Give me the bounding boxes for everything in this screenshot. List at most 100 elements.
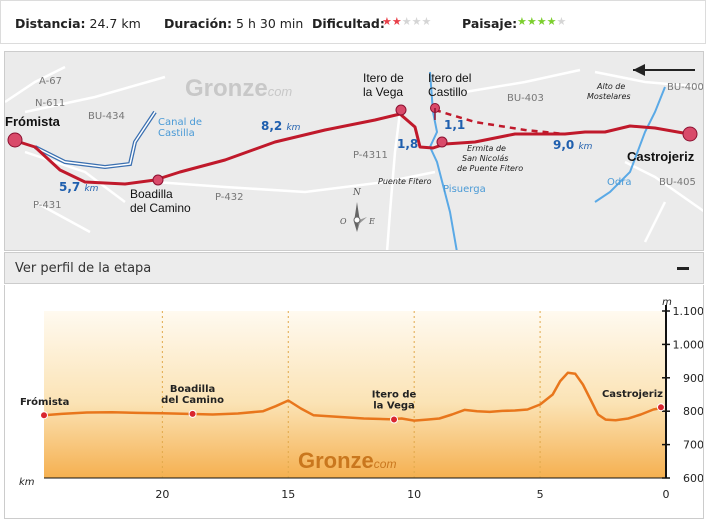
rating-star-icon: ★ bbox=[536, 15, 547, 28]
town-point bbox=[656, 403, 665, 412]
road-label-bu400: BU-400 bbox=[667, 82, 704, 93]
rating-star-icon: ★ bbox=[526, 15, 537, 28]
x-tick-label: 10 bbox=[407, 488, 421, 501]
detour-line bbox=[434, 108, 566, 136]
elevation-chart: 20 15 10 5 0 1.100 1.000 900 800 700 600 m km Frómis… bbox=[19, 297, 705, 501]
town-label-itero-castillo-2: Castillo bbox=[428, 85, 468, 99]
difficulty-stat: Dificultad: bbox=[312, 16, 385, 31]
distance-stat: Distancia: 24.7 km bbox=[15, 16, 141, 31]
distance-label-3: 1,8 bbox=[397, 137, 418, 151]
difficulty-label: Dificultad: bbox=[312, 16, 385, 31]
ermita-label-3: de Puente Fitero bbox=[457, 164, 523, 173]
town-markers bbox=[7, 103, 698, 186]
odra-river bbox=[594, 86, 666, 203]
rating-star-icon: ★ bbox=[546, 15, 557, 28]
road-bu403 bbox=[464, 68, 581, 94]
itero-vega-marker[interactable] bbox=[395, 104, 407, 116]
rating-star-icon: ★ bbox=[401, 15, 412, 28]
y-tick-label: 600 bbox=[683, 472, 704, 485]
y-axis-label: m bbox=[662, 297, 672, 308]
x-tick-label: 0 bbox=[663, 488, 670, 501]
x-tick-label: 15 bbox=[281, 488, 295, 501]
svg-text:E: E bbox=[368, 217, 375, 226]
town-point bbox=[390, 415, 399, 424]
road-network bbox=[5, 65, 703, 250]
stage-stats-bar: Distancia: 24.7 km Duración: 5 h 30 min … bbox=[0, 0, 706, 44]
elevation-line bbox=[43, 371, 667, 422]
road-bu400 bbox=[594, 70, 703, 89]
chart-axes: 20 15 10 5 0 1.100 1.000 900 800 700 600 m km bbox=[19, 297, 705, 501]
road-n611 bbox=[24, 75, 166, 114]
road-label-bu434: BU-434 bbox=[88, 111, 125, 122]
town-label-boadilla-1: Boadilla bbox=[130, 187, 173, 201]
svg-text:N: N bbox=[352, 188, 362, 198]
collapse-icon[interactable] bbox=[677, 267, 689, 270]
y-tick-label: 1.000 bbox=[673, 338, 705, 351]
road-p4311 bbox=[385, 111, 402, 250]
landscape-rating-stars: ★★★★★ bbox=[517, 15, 566, 28]
duration-value: 5 h 30 min bbox=[236, 16, 304, 31]
town-label-itero-vega-2: la Vega bbox=[363, 85, 403, 99]
town-label: Castrojeriz bbox=[602, 389, 663, 400]
ermita-marker[interactable] bbox=[436, 136, 448, 148]
duration-stat: Duración: 5 h 30 min bbox=[164, 16, 303, 31]
place-labels: Puente Fitero Ermita de San Nicolás de P… bbox=[378, 82, 631, 186]
road-label-bu403: BU-403 bbox=[507, 93, 544, 104]
town-labels: Frómista Boadilla del Camino Itero de la… bbox=[5, 71, 695, 215]
distance-label-2: 8,2 km bbox=[261, 119, 301, 133]
x-axis-label: km bbox=[19, 477, 35, 488]
y-tick-label: 700 bbox=[683, 439, 704, 452]
svg-text:O: O bbox=[340, 217, 347, 226]
road-a67 bbox=[5, 65, 66, 104]
town-label-fromista: Frómista bbox=[5, 114, 61, 129]
town-label: del Camino bbox=[161, 395, 224, 406]
fromista-marker[interactable] bbox=[7, 132, 23, 148]
landscape-stat: Paisaje: bbox=[462, 16, 517, 31]
canal-label-1: Canal de bbox=[158, 117, 202, 128]
odra-label: Odra bbox=[607, 177, 631, 188]
town-label-castrojeriz: Castrojeriz bbox=[627, 149, 695, 164]
town-label: Frómista bbox=[20, 396, 69, 408]
alto-label-1: Alto de bbox=[596, 82, 625, 91]
boadilla-marker[interactable] bbox=[152, 174, 164, 186]
ermita-label-2: San Nicolás bbox=[462, 154, 508, 163]
x-tick-label: 20 bbox=[155, 488, 169, 501]
rating-star-icon: ★ bbox=[411, 15, 422, 28]
town-label: Itero de bbox=[372, 390, 417, 401]
water-labels: Canal de Castilla Pisuerga Odra bbox=[158, 117, 631, 195]
route-line bbox=[12, 112, 690, 186]
town-label: la Vega bbox=[373, 401, 415, 412]
distance-labels: 5,7 km 8,2 km 1,8 1,1 9,0 km bbox=[59, 118, 593, 194]
rating-star-icon: ★ bbox=[391, 15, 402, 28]
duration-label: Duración: bbox=[164, 16, 233, 31]
y-tick-label: 900 bbox=[683, 372, 704, 385]
town-label-itero-castillo-1: Itero del bbox=[428, 71, 471, 85]
road-label-a67: A-67 bbox=[39, 76, 62, 87]
chart-series bbox=[43, 371, 667, 422]
town-label-itero-vega-1: Itero de bbox=[363, 71, 404, 85]
compass-icon: N E O bbox=[340, 188, 375, 232]
distance-label-1: 5,7 km bbox=[59, 180, 99, 194]
route-map-canvas: Gronzecom A-67 N-611 BU-434 P-431 P-432 … bbox=[5, 64, 704, 250]
road-p431 bbox=[34, 200, 91, 234]
pisuerga-label: Pisuerga bbox=[443, 184, 486, 195]
route-map[interactable]: Gronzecom A-67 N-611 BU-434 P-431 P-432 … bbox=[4, 51, 704, 251]
road-p431-a bbox=[24, 150, 126, 203]
town-label: Boadilla bbox=[170, 384, 215, 395]
road-label-p4311: P-4311 bbox=[353, 150, 388, 161]
y-tick-label: 1.100 bbox=[673, 305, 705, 318]
profile-toggle-bar[interactable]: Ver perfil de la etapa bbox=[4, 252, 704, 284]
elevation-profile: 20 15 10 5 0 1.100 1.000 900 800 700 600 m km Frómis… bbox=[4, 285, 704, 519]
road-label-p432: P-432 bbox=[215, 192, 244, 203]
alto-label-2: Mostelares bbox=[587, 92, 631, 101]
ermita-label-1: Ermita de bbox=[467, 144, 506, 153]
distance-value: 24.7 km bbox=[89, 16, 141, 31]
profile-toggle-label[interactable]: Ver perfil de la etapa bbox=[15, 261, 152, 276]
map-brand: Gronzecom bbox=[185, 75, 292, 102]
rating-star-icon: ★ bbox=[382, 15, 392, 28]
landscape-label: Paisaje: bbox=[462, 16, 518, 31]
distance-label-4: 1,1 bbox=[444, 118, 465, 132]
rating-star-icon: ★ bbox=[556, 15, 567, 28]
castrojeriz-marker[interactable] bbox=[682, 126, 698, 142]
